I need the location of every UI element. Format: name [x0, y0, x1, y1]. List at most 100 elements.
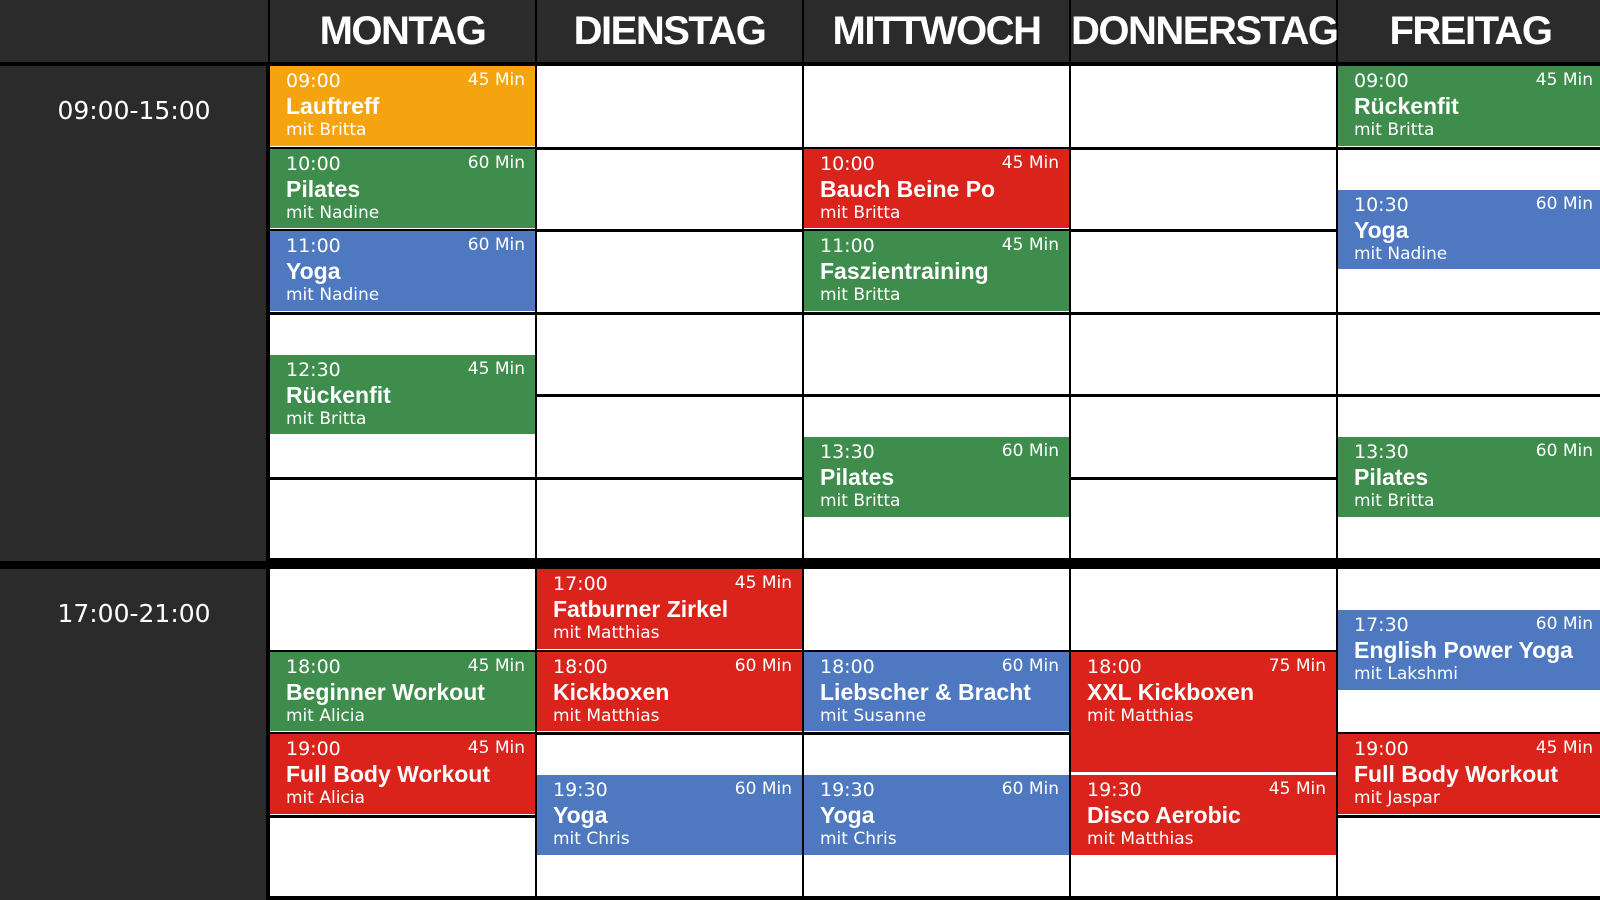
class-card: 12:30 45 Min Rückenfit mit Britta	[270, 354, 535, 435]
class-time: 09:00	[286, 70, 341, 92]
class-duration: 60 Min	[1001, 779, 1059, 800]
class-card: 18:00 45 Min Beginner Workout mit Alicia	[270, 651, 535, 731]
class-name: Fatburner Zirkel	[553, 596, 729, 622]
class-card: 09:00 45 Min Rückenfit mit Britta	[1338, 66, 1600, 146]
class-card: 09:00 45 Min Lauftreff mit Britta	[270, 66, 535, 146]
class-trainer: mit Britta	[820, 202, 901, 223]
class-card: 13:30 60 Min Pilates mit Britta	[1338, 437, 1600, 517]
class-name: Bauch Beine Po	[820, 175, 996, 202]
class-time: 13:30	[820, 441, 875, 464]
slot-line	[537, 146, 802, 150]
slot-line	[1338, 394, 1600, 397]
class-card: 18:00 60 Min Kickboxen mit Matthias	[537, 651, 802, 731]
class-duration: 45 Min	[467, 738, 525, 758]
class-name: English Power Yoga	[1354, 637, 1573, 664]
slot-line	[1071, 229, 1336, 232]
class-trainer: mit Britta	[1354, 491, 1435, 512]
class-name: Pilates	[820, 464, 895, 491]
class-time: 09:00	[1354, 70, 1409, 92]
corner	[0, 0, 268, 62]
class-duration: 60 Min	[734, 655, 792, 676]
class-time: 19:30	[820, 779, 875, 802]
slot-line	[537, 476, 802, 480]
class-trainer: mit Chris	[553, 829, 630, 850]
slot-line	[804, 146, 1069, 150]
slot-line	[1338, 732, 1600, 735]
day-header: MONTAG	[270, 0, 535, 62]
slot-line	[537, 732, 802, 735]
slot-line	[1071, 146, 1336, 150]
class-name: Beginner Workout	[286, 678, 485, 705]
slot-line	[537, 394, 802, 397]
class-duration: 45 Min	[1001, 152, 1059, 173]
class-duration: 60 Min	[734, 779, 792, 800]
class-card: 13:30 60 Min Pilates mit Britta	[804, 437, 1069, 517]
slot-line	[537, 649, 802, 653]
block-panel	[0, 569, 266, 900]
slot-line	[804, 229, 1069, 232]
class-card: 11:00 45 Min Faszientraining mit Britta	[804, 231, 1069, 311]
class-trainer: mit Nadine	[286, 285, 380, 305]
class-duration: 45 Min	[467, 70, 525, 90]
slot-line	[804, 649, 1069, 653]
slot-line	[1338, 311, 1600, 315]
class-trainer: mit Lakshmi	[1354, 664, 1459, 685]
slot-line	[537, 229, 802, 232]
class-trainer: mit Alicia	[286, 788, 365, 808]
class-card: 10:00 60 Min Pilates mit Nadine	[270, 148, 535, 228]
class-duration: 60 Min	[1535, 441, 1593, 462]
day-header: MITTWOCH	[804, 0, 1069, 62]
class-trainer: mit Britta	[286, 120, 367, 140]
block-panel	[0, 66, 266, 561]
class-duration: 45 Min	[1535, 70, 1593, 90]
class-name: Pilates	[1354, 464, 1429, 491]
class-duration: 75 Min	[1268, 655, 1326, 676]
class-name: Pilates	[286, 175, 361, 202]
slot-line	[270, 649, 535, 653]
class-time: 19:00	[286, 738, 341, 760]
class-time: 13:30	[1354, 441, 1409, 464]
class-trainer: mit Matthias	[1087, 829, 1194, 850]
class-name: Yoga	[286, 258, 341, 284]
slot-line	[270, 311, 535, 315]
class-time: 18:00	[1087, 655, 1142, 678]
slot-line	[1338, 814, 1600, 818]
slot-line	[1071, 649, 1336, 653]
class-duration: 60 Min	[1535, 614, 1593, 635]
class-card: 11:00 60 Min Yoga mit Nadine	[270, 231, 535, 311]
class-card: 19:30 60 Min Yoga mit Chris	[804, 775, 1069, 855]
class-card: 19:30 60 Min Yoga mit Chris	[537, 775, 802, 855]
class-trainer: mit Matthias	[553, 623, 660, 643]
class-duration: 45 Min	[734, 573, 792, 593]
class-name: Rückenfit	[286, 381, 391, 408]
class-card: 19:00 45 Min Full Body Workout mit Jaspar	[1338, 734, 1600, 814]
class-name: Yoga	[820, 802, 875, 829]
class-trainer: mit Susanne	[820, 705, 927, 726]
slot-line	[1071, 311, 1336, 315]
class-time: 11:00	[286, 235, 341, 257]
slot-line	[270, 732, 535, 735]
class-name: Disco Aerobic	[1087, 802, 1241, 829]
class-card: 18:00 60 Min Liebscher & Bracht mit Susanne	[804, 651, 1069, 731]
class-name: Full Body Workout	[286, 761, 491, 787]
class-time: 10:00	[820, 152, 875, 175]
class-name: Faszientraining	[820, 258, 989, 284]
slot-line	[270, 814, 535, 818]
class-trainer: mit Jaspar	[1354, 788, 1440, 808]
class-trainer: mit Britta	[820, 491, 901, 512]
class-duration: 60 Min	[1001, 441, 1059, 462]
class-name: Yoga	[1354, 216, 1409, 243]
class-name: Full Body Workout	[1354, 761, 1559, 787]
class-name: Liebscher & Bracht	[820, 678, 1031, 705]
class-trainer: mit Britta	[1354, 120, 1435, 140]
time-block-label: 09:00-15:00	[57, 96, 211, 125]
class-time: 10:30	[1354, 193, 1409, 216]
class-name: Kickboxen	[553, 678, 670, 705]
slot-line	[804, 394, 1069, 397]
class-trainer: mit Alicia	[286, 705, 365, 726]
class-duration: 60 Min	[1001, 655, 1059, 676]
class-time: 11:00	[820, 235, 875, 257]
class-card: 18:00 75 Min XXL Kickboxen mit Matthias	[1071, 651, 1336, 773]
slot-line	[270, 146, 535, 150]
